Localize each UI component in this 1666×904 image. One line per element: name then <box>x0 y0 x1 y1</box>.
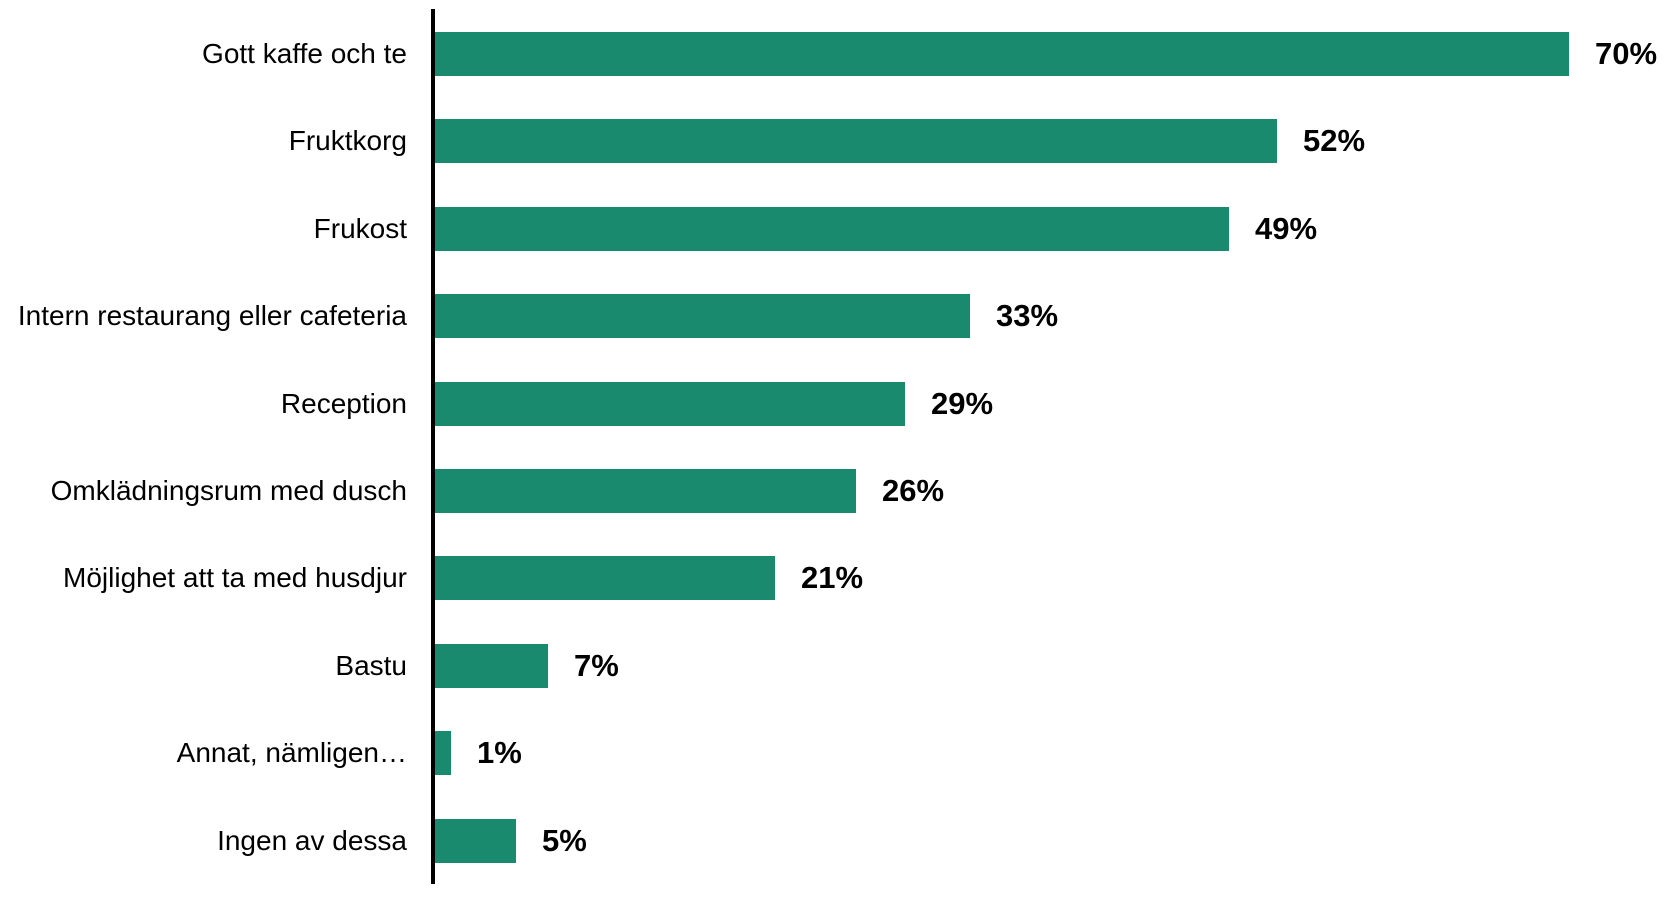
bar <box>435 556 775 601</box>
bar <box>435 731 451 776</box>
value-label: 26% <box>882 473 945 508</box>
value-label: 49% <box>1255 210 1318 246</box>
bar <box>435 469 856 513</box>
category-label: Gott kaffe och te <box>202 38 407 69</box>
bar <box>435 206 1229 251</box>
category-label: Intern restaurang eller cafeteria <box>17 300 407 332</box>
bar <box>435 818 516 863</box>
value-label: 21% <box>801 560 864 596</box>
bar <box>435 381 905 426</box>
bar <box>435 119 1277 164</box>
value-label: 5% <box>542 822 587 858</box>
bar <box>435 294 970 339</box>
category-label: Fruktkorg <box>288 125 407 157</box>
bar <box>435 32 1569 76</box>
category-label: Frukost <box>313 212 407 244</box>
value-label: 33% <box>996 298 1059 334</box>
value-label: 7% <box>574 647 619 683</box>
y-axis-line <box>431 9 435 884</box>
category-label: Omklädningsrum med dusch <box>50 475 407 506</box>
category-label: Möjlighet att ta med husdjur <box>63 562 407 594</box>
value-label: 70% <box>1595 36 1658 71</box>
value-label: 29% <box>931 385 994 421</box>
bar <box>435 643 548 688</box>
category-label: Annat, nämligen… <box>176 737 407 769</box>
category-label: Reception <box>280 387 407 419</box>
category-label: Bastu <box>335 649 407 681</box>
value-label: 1% <box>477 735 522 771</box>
value-label: 52% <box>1303 123 1366 159</box>
category-label: Ingen av dessa <box>217 824 407 856</box>
